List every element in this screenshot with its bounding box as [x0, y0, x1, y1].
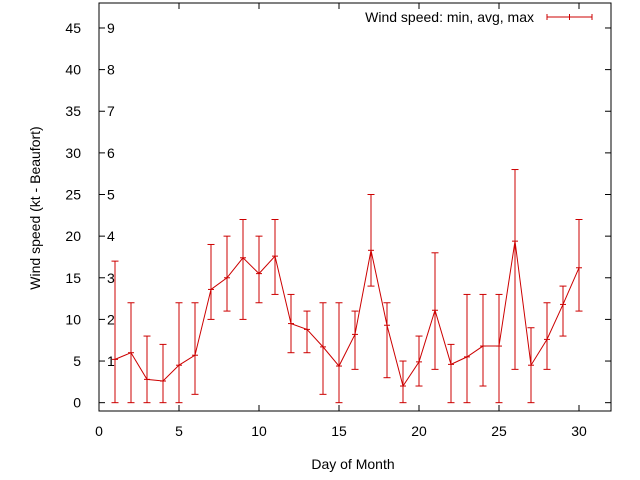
plot-frame — [98, 2, 612, 412]
error-bar — [511, 169, 519, 370]
y-tick-label: 25 — [65, 187, 81, 203]
legend-series-sample — [546, 14, 593, 20]
y-tick-label: 10 — [65, 311, 81, 327]
beaufort-label: 2 — [107, 311, 115, 327]
error-bar — [303, 310, 311, 354]
x-tick-label: 5 — [175, 423, 183, 439]
error-bar — [335, 302, 343, 404]
beaufort-label: 8 — [107, 62, 115, 78]
error-bar — [159, 343, 167, 404]
error-bar — [319, 302, 327, 395]
x-tick-label: 20 — [411, 423, 427, 439]
error-bar — [463, 293, 471, 404]
error-bar — [255, 235, 263, 304]
beaufort-label: 7 — [107, 103, 115, 119]
error-bar — [351, 310, 359, 370]
error-bar — [223, 235, 231, 312]
x-tick-label: 25 — [491, 423, 507, 439]
error-bar — [559, 285, 567, 337]
y-tick-label: 0 — [73, 395, 81, 411]
y-axis-label: Wind speed (kt - Beaufort) — [27, 126, 43, 289]
error-bar — [191, 302, 199, 395]
x-tick-label: 15 — [331, 423, 347, 439]
beaufort-label: 1 — [107, 353, 115, 369]
error-bar — [207, 243, 215, 320]
error-bar — [239, 218, 247, 320]
x-axis-label: Day of Month — [311, 456, 394, 472]
y-tick-label: 5 — [73, 353, 81, 369]
y-tick-label: 45 — [65, 20, 81, 36]
y-tick-label: 20 — [65, 228, 81, 244]
y-tick-label: 35 — [65, 103, 81, 119]
error-bar — [543, 302, 551, 370]
error-bar — [111, 260, 119, 404]
error-bars — [111, 169, 583, 404]
error-bar — [143, 335, 151, 404]
error-bar — [447, 343, 455, 404]
beaufort-label: 9 — [107, 20, 115, 36]
error-bar — [399, 360, 407, 404]
y-tick-label: 15 — [65, 270, 81, 286]
series-line-layer — [112, 240, 582, 388]
x-tick-label: 30 — [571, 423, 587, 439]
x-tick-label: 0 — [95, 423, 103, 439]
y-tick-label: 40 — [65, 62, 81, 78]
error-bar — [575, 218, 583, 312]
beaufort-label: 3 — [107, 270, 115, 286]
beaufort-label: 6 — [107, 145, 115, 161]
x-tick-label: 10 — [251, 423, 267, 439]
avg-series-line — [114, 241, 580, 388]
error-bar — [495, 293, 503, 404]
error-bar — [175, 302, 183, 404]
beaufort-label: 5 — [107, 187, 115, 203]
error-bar — [367, 194, 375, 287]
legend-series-label: Wind speed: min, avg, max — [365, 9, 534, 25]
beaufort-labels: 1 2 3 4 5 6 7 8 9 — [107, 20, 115, 369]
legend: Wind speed: min, avg, max — [365, 9, 593, 25]
beaufort-label: 4 — [107, 228, 115, 244]
error-bar — [479, 293, 487, 387]
error-bar — [383, 302, 391, 379]
y-tick-label: 30 — [65, 145, 81, 161]
